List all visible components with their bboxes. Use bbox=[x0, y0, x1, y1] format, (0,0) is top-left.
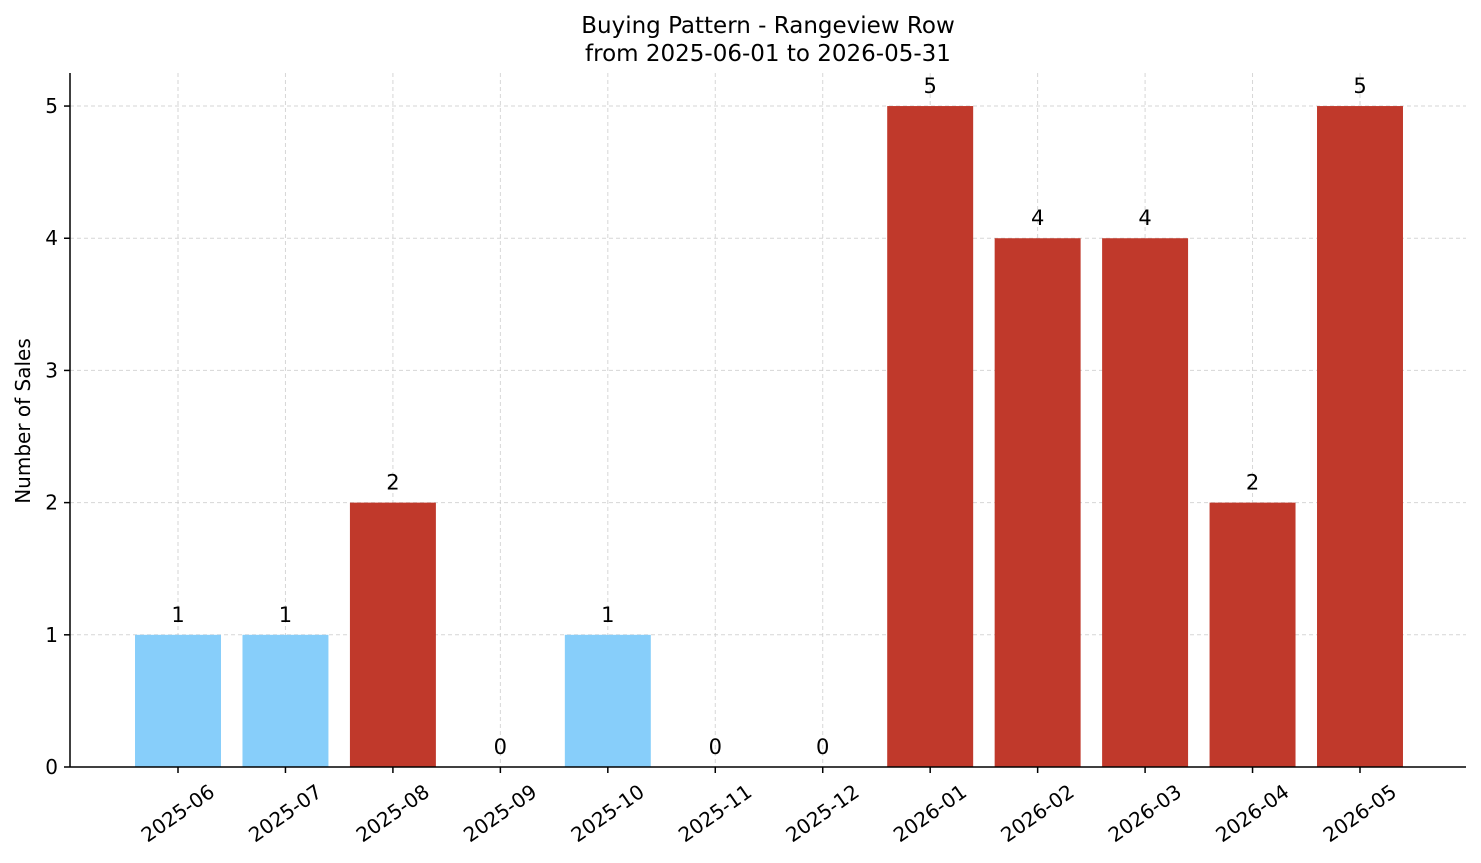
bar-2025-08 bbox=[349, 502, 436, 767]
data-label-2025-10: 1 bbox=[601, 603, 614, 627]
bar-2026-04 bbox=[1209, 502, 1296, 767]
y-tick-label-1: 1 bbox=[45, 623, 58, 647]
data-label-2025-06: 1 bbox=[171, 603, 184, 627]
bar-2025-06 bbox=[135, 634, 221, 767]
bar-2026-03 bbox=[1102, 238, 1189, 767]
chart-subtitle: from 2025-06-01 to 2026-05-31 bbox=[585, 41, 951, 67]
axes bbox=[69, 73, 1466, 768]
x-tick-label-2025-07: 2025-07 bbox=[244, 779, 326, 847]
x-tick-label-2026-05: 2026-05 bbox=[1319, 779, 1401, 847]
y-axis-ticks: 0 1 2 3 4 5 bbox=[45, 94, 70, 779]
data-labels: 1 1 2 0 1 0 0 5 4 4 2 5 bbox=[171, 74, 1366, 759]
data-label-2025-07: 1 bbox=[279, 603, 292, 627]
data-label-2025-11: 0 bbox=[709, 735, 722, 759]
data-label-2026-04: 2 bbox=[1246, 471, 1259, 495]
x-tick-label-2025-10: 2025-10 bbox=[566, 779, 648, 847]
y-tick-label-3: 3 bbox=[45, 358, 58, 382]
y-axis-label: Number of Sales bbox=[11, 338, 35, 504]
x-tick-label-2026-01: 2026-01 bbox=[889, 779, 971, 847]
data-label-2025-09: 0 bbox=[494, 735, 507, 759]
bar-2026-01 bbox=[887, 106, 974, 768]
y-tick-label-4: 4 bbox=[45, 226, 58, 250]
bar-2025-10 bbox=[564, 634, 651, 767]
x-tick-label-2026-02: 2026-02 bbox=[996, 779, 1078, 847]
bars bbox=[135, 106, 1403, 768]
y-tick-label-0: 0 bbox=[45, 755, 58, 779]
data-label-2026-03: 4 bbox=[1138, 206, 1151, 230]
bar-2025-07 bbox=[242, 634, 329, 767]
x-tick-label-2026-03: 2026-03 bbox=[1104, 779, 1186, 847]
y-tick-label-2: 2 bbox=[45, 491, 58, 515]
x-tick-label-2025-09: 2025-09 bbox=[459, 779, 541, 847]
x-tick-label-2025-12: 2025-12 bbox=[781, 779, 863, 847]
bar-2026-02 bbox=[994, 238, 1081, 767]
x-tick-label-2025-11: 2025-11 bbox=[674, 779, 756, 847]
bar-2026-05 bbox=[1317, 106, 1403, 768]
x-axis-ticks: 2025-06 2025-07 2025-08 2025-09 2025-10 2025-… bbox=[137, 767, 1401, 847]
data-label-2026-02: 4 bbox=[1031, 206, 1044, 230]
chart-title: Buying Pattern - Rangeview Row bbox=[581, 13, 955, 39]
data-label-2026-05: 5 bbox=[1353, 74, 1366, 98]
data-label-2026-01: 5 bbox=[923, 74, 936, 98]
x-tick-label-2026-04: 2026-04 bbox=[1211, 779, 1293, 847]
x-tick-label-2025-08: 2025-08 bbox=[352, 779, 434, 847]
y-tick-label-5: 5 bbox=[45, 94, 58, 118]
data-label-2025-08: 2 bbox=[386, 471, 399, 495]
data-label-2025-12: 0 bbox=[816, 735, 829, 759]
x-tick-label-2025-06: 2025-06 bbox=[137, 779, 219, 847]
